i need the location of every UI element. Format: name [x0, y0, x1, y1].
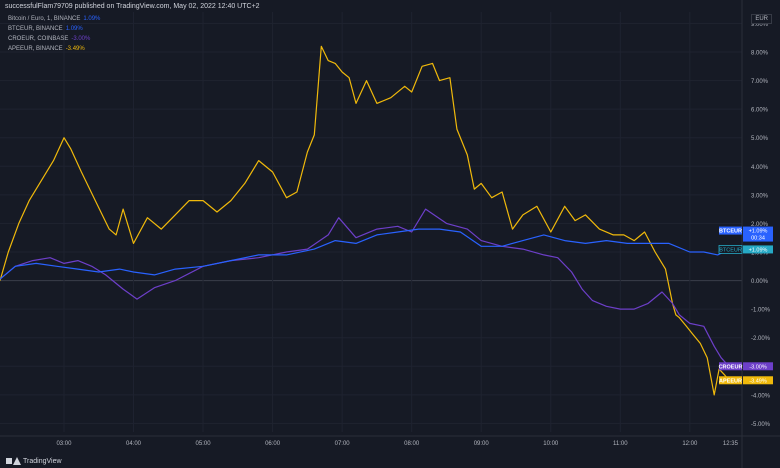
legend: Bitcoin / Euro, 1, BINANCE 1.09% BTCEUR, …	[8, 14, 100, 54]
y-tick-label: 7.00%	[751, 79, 769, 85]
price-tag-value-box	[743, 245, 773, 254]
x-tick-label: 06:00	[265, 441, 281, 447]
y-tick-label: 6.00%	[751, 108, 769, 114]
legend-series-name: Bitcoin / Euro, 1, BINANCE	[8, 16, 81, 22]
price-tag-symbol-box	[718, 245, 743, 254]
series-line-apeeur	[0, 45, 730, 396]
price-tag-value-box	[743, 362, 773, 371]
price-tag-countdown: 00:34	[751, 236, 765, 242]
price-tag-symbol: BTCEUR	[719, 229, 742, 235]
tradingview-logo-text: TradingView	[23, 457, 62, 465]
y-tick-label: -5.00%	[751, 422, 771, 428]
legend-series-value: -3.49%	[65, 46, 85, 52]
y-tick-label: 8.00%	[751, 51, 769, 57]
y-tick-label: 2.00%	[751, 222, 769, 228]
legend-row[interactable]: APEEUR, BINANCE -3.49%	[8, 44, 100, 54]
y-tick-label: 4.00%	[751, 165, 769, 171]
y-tick-label: -1.00%	[751, 308, 771, 314]
price-tag-symbol-box	[719, 226, 742, 235]
legend-series-name: CROEUR, COINBASE	[8, 36, 69, 42]
tradingview-logo[interactable]: TradingView	[6, 457, 62, 465]
legend-series-value: 1.09%	[83, 16, 101, 22]
y-tick-label: 9.00%	[751, 22, 769, 28]
y-tick-label: 3.00%	[751, 193, 769, 199]
publisher-line: successfulFlam79709 published on Trading…	[5, 3, 260, 10]
x-tick-label: 08:00	[404, 441, 420, 447]
x-tick-label: 07:00	[335, 441, 351, 447]
y-tick-label: 0.00%	[751, 279, 769, 285]
legend-row[interactable]: Bitcoin / Euro, 1, BINANCE 1.09%	[8, 14, 100, 24]
price-tag-symbol: BTCEUR	[719, 247, 742, 253]
currency-label[interactable]: EUR	[751, 14, 772, 24]
price-tag-value: -3.00%	[749, 364, 767, 370]
price-tag-symbol: CROEUR	[719, 364, 743, 370]
series-line-croeur	[0, 208, 730, 367]
legend-series-name: APEEUR, BINANCE	[8, 46, 63, 52]
x-tick-label: 04:00	[126, 441, 142, 447]
x-tick-label: 03:00	[56, 441, 72, 447]
x-tick-label: 09:00	[474, 441, 490, 447]
price-tag-symbol-box	[719, 376, 742, 385]
price-tag-value: +1.09%	[749, 229, 768, 235]
legend-row[interactable]: BTCEUR, BINANCE 1.09%	[8, 24, 100, 34]
x-tick-label: 10:00	[543, 441, 559, 447]
y-tick-label: 1.00%	[751, 251, 769, 257]
y-tick-label: -2.00%	[751, 336, 771, 342]
x-tick-label: 12:35	[723, 441, 739, 447]
price-tag-symbol: APEEUR	[719, 378, 742, 384]
legend-series-value: -3.00%	[71, 36, 91, 42]
y-tick-label: -4.00%	[751, 393, 771, 399]
price-tag-value-box	[743, 226, 773, 242]
x-tick-label: 12:00	[682, 441, 698, 447]
x-tick-label: 11:00	[613, 441, 628, 447]
series-line-btceur	[0, 228, 730, 280]
price-tag-symbol-box	[719, 362, 742, 371]
price-tag-value-box	[743, 376, 773, 385]
price-tag-value: -3.49%	[749, 378, 767, 384]
legend-series-value: 1.09%	[65, 26, 83, 32]
legend-series-name: BTCEUR, BINANCE	[8, 26, 63, 32]
legend-row[interactable]: CROEUR, COINBASE -3.00%	[8, 34, 100, 44]
y-tick-label: 5.00%	[751, 136, 769, 142]
x-tick-label: 05:00	[196, 441, 212, 447]
price-tag-value: +1.09%	[749, 247, 768, 253]
tradingview-logo-icon	[6, 457, 21, 465]
